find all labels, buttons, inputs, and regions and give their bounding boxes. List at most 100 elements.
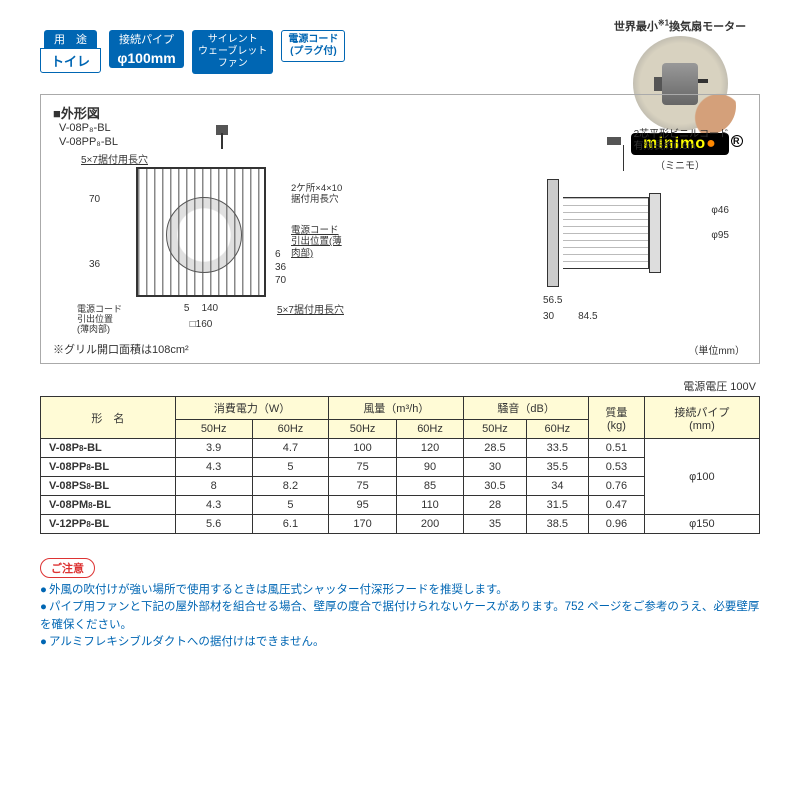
dim-845: 84.5: [578, 311, 597, 322]
table-cell: V-08PP8-BL: [41, 458, 176, 477]
spec-table: 形 名 消費電力（W） 風量（m³/h） 騒音（dB） 質量 (kg) 接続パイ…: [40, 396, 760, 534]
table-cell: V-12PP8-BL: [41, 515, 176, 534]
side-dims-2: 30 84.5: [543, 311, 598, 322]
dimension-diagram: ■外形図 V-08P₈-BL V-08PP₈-BL 5×7据付用長穴 70 36…: [40, 94, 760, 364]
dim-70a: 70: [89, 194, 100, 205]
table-cell: 100: [329, 439, 396, 458]
table-cell: 0.51: [589, 439, 645, 458]
table-cell: 75: [329, 458, 396, 477]
table-cell: 4.7: [252, 439, 329, 458]
dim-30: 30: [543, 311, 554, 322]
label-cord-bl: 電源コード 引出位置 (薄肉部): [77, 305, 122, 335]
arc-pre: 世界最小: [614, 21, 658, 33]
mounting-plate-icon: [547, 179, 559, 287]
dim-565: 56.5: [543, 295, 562, 306]
badge-use-body: トイレ: [40, 48, 101, 73]
pipe-150-cell: φ150: [644, 515, 759, 534]
table-cell: 85: [396, 477, 463, 496]
table-cell: V-08P8-BL: [41, 439, 176, 458]
dim-36b: 36: [275, 262, 286, 273]
label-bl-3: (薄肉部): [77, 325, 122, 335]
caution-item: アルミフレキシブルダクトへの据付けはできません。: [40, 634, 760, 651]
diagram-models: V-08P₈-BL V-08PP₈-BL: [59, 121, 118, 150]
front-view: 5×7据付用長穴 70 36 5140 □160 電源コード 引出位置 (薄肉部…: [81, 153, 351, 343]
dia-46: φ46: [711, 205, 729, 216]
table-cell: 0.96: [589, 515, 645, 534]
plug-icon: [216, 125, 230, 147]
table-cell: 75: [329, 477, 396, 496]
dim-5: 5: [184, 303, 190, 314]
table-row: V-08P8-BL3.94.710012028.533.50.51φ100: [41, 439, 760, 458]
pipe-body-icon: [563, 197, 649, 269]
note-2holes: 2ケ所×4×10 据付用長穴: [291, 183, 342, 206]
table-cell: 6.1: [252, 515, 329, 534]
note-cord-1: 電源コード: [291, 225, 339, 236]
th-noise: 騒音（dB）: [464, 397, 589, 420]
table-cell: 5: [252, 496, 329, 515]
note-cord-2: 引出位置(薄肉部): [291, 236, 342, 258]
table-caption: 電源電圧 100V: [40, 378, 760, 394]
minimo-arc: 世界最小※1換気扇モーター: [600, 18, 760, 34]
dim-70b: 70: [275, 275, 286, 286]
grille-icon: [136, 167, 266, 297]
table-cell: 90: [396, 458, 463, 477]
table-cell: 8: [175, 477, 252, 496]
table-cell: 95: [329, 496, 396, 515]
table-cell: 4.3: [175, 496, 252, 515]
table-cell: 4.3: [175, 458, 252, 477]
badge-pipe-body: φ100mm: [109, 48, 183, 68]
th-model: 形 名: [41, 397, 176, 439]
table-cell: 28: [464, 496, 526, 515]
table-cell: 0.53: [589, 458, 645, 477]
badge-use-head: 用 途: [44, 30, 97, 48]
diagram-model-1: V-08P₈-BL: [59, 121, 118, 135]
note-5x7-br: 5×7据付用長穴: [277, 301, 344, 316]
side-view: 2芯平形ビニルコード 有効長約0.6m 56.5 30 84.5 φ46 φ95: [499, 135, 729, 335]
dims-right-small: 6 36 70: [275, 249, 286, 286]
table-cell: 5: [252, 458, 329, 477]
badge-silent: サイレント ウェーブレット ファン: [192, 30, 273, 74]
caution-item: 外風の吹付けが強い場所で使用するときは風圧式シャッター付深形フードを推奨します。: [40, 582, 760, 599]
arc-post: 換気扇モーター: [669, 21, 746, 33]
caution-block: ご注意 外風の吹付けが強い場所で使用するときは風圧式シャッター付深形フードを推奨…: [40, 558, 760, 651]
unit-note: （単位mm）: [688, 342, 745, 357]
table-cell: 28.5: [464, 439, 526, 458]
table-cell: V-08PS8-BL: [41, 477, 176, 496]
end-cap-icon: [649, 193, 661, 273]
caution-item: パイプ用ファンと下記の屋外部材を組合せる場合、壁厚の度合で据付けられないケースが…: [40, 599, 760, 634]
th-power: 消費電力（W）: [175, 397, 329, 420]
badge-cord: 電源コード (プラグ付): [281, 30, 345, 62]
table-cell: V-08PM8-BL: [41, 496, 176, 515]
table-cell: 30.5: [464, 477, 526, 496]
th-n60: 60Hz: [526, 420, 588, 439]
table-row: V-12PP8-BL5.66.11702003538.50.96φ150: [41, 515, 760, 534]
dim-36a: 36: [89, 259, 100, 270]
dim-140-row: 5140: [136, 303, 266, 314]
cord-note-1: 2芯平形ビニルコード: [634, 129, 729, 141]
table-cell: 31.5: [526, 496, 588, 515]
diagram-title: ■外形図: [53, 103, 100, 122]
note-2holes-2: 据付用長穴: [291, 194, 342, 205]
badge-pipe: 接続パイプ φ100mm: [109, 30, 184, 68]
cord-spec-note: 2芯平形ビニルコード 有効長約0.6m: [634, 129, 729, 153]
table-cell: 30: [464, 458, 526, 477]
table-cell: 35.5: [526, 458, 588, 477]
table-cell: 3.9: [175, 439, 252, 458]
pipe-100-cell: φ100: [644, 439, 759, 515]
note-2holes-1: 2ケ所×4×10: [291, 183, 342, 194]
table-cell: 200: [396, 515, 463, 534]
table-cell: 33.5: [526, 439, 588, 458]
side-dims-1: 56.5: [543, 295, 562, 306]
th-f60: 60Hz: [396, 420, 463, 439]
table-cell: 170: [329, 515, 396, 534]
table-cell: 35: [464, 515, 526, 534]
dim-6: 6: [275, 249, 286, 260]
table-cell: 8.2: [252, 477, 329, 496]
th-pipe: 接続パイプ (mm): [644, 397, 759, 439]
table-cell: 0.47: [589, 496, 645, 515]
table-cell: 110: [396, 496, 463, 515]
dims-left: 70 36: [89, 167, 100, 297]
table-cell: 5.6: [175, 515, 252, 534]
th-flow: 風量（m³/h）: [329, 397, 464, 420]
table-cell: 0.76: [589, 477, 645, 496]
